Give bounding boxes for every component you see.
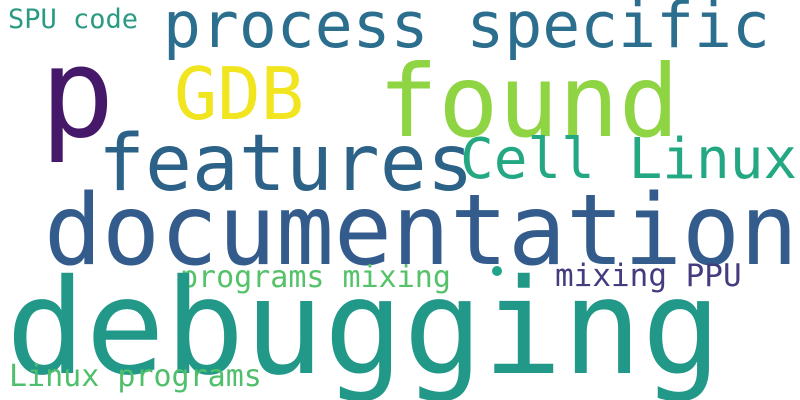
word-process-specific: process specific	[163, 0, 770, 62]
word-linux-programs: Linux programs	[9, 359, 262, 394]
word-documentation: documentation	[44, 174, 798, 288]
word-features: features	[98, 119, 474, 209]
decorative-dot	[492, 266, 502, 276]
word-spu-code: SPU code	[8, 4, 139, 35]
word-cell-linux: Cell Linux	[460, 127, 798, 192]
word-mixing-ppu: mixing PPU	[555, 258, 742, 294]
word-debugging: debugging	[6, 251, 722, 400]
word-gdb: GDB	[174, 52, 305, 136]
word-found: found	[378, 43, 680, 160]
word-programs-mixing: programs mixing	[180, 260, 451, 295]
word-p: p	[40, 22, 115, 166]
